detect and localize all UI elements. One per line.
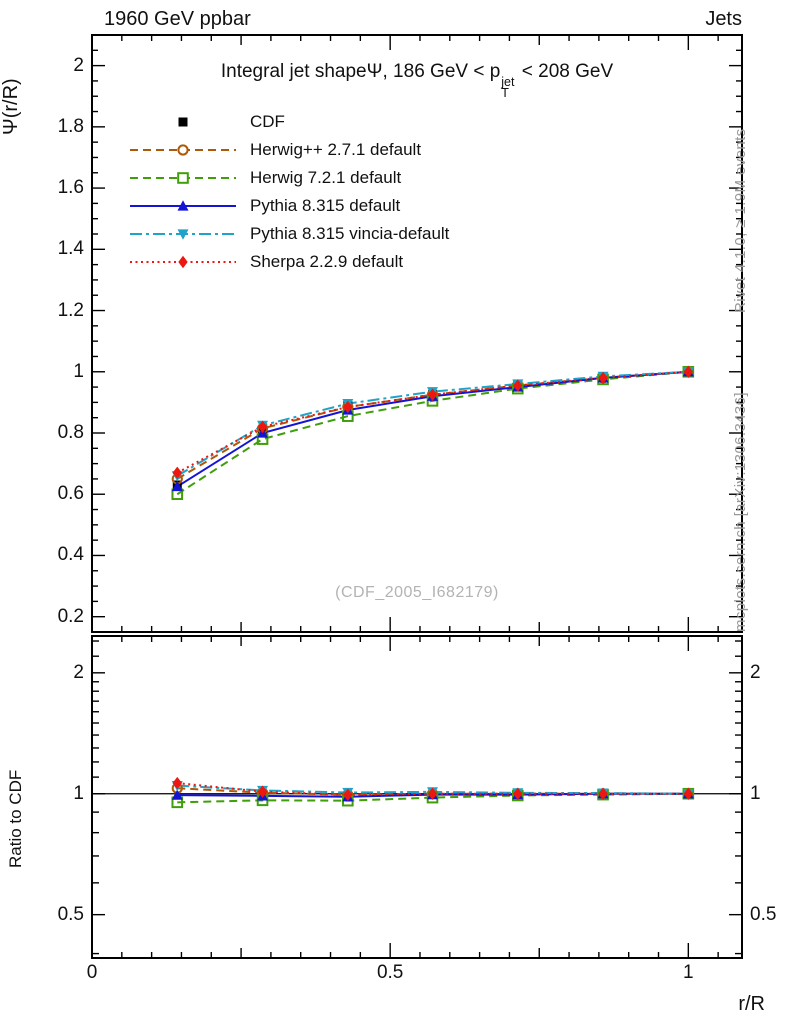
title-text: Integral jet shape [220,61,367,82]
legend-label: Herwig++ 2.7.1 default [250,140,422,159]
legend-item: Sherpa 2.2.9 default [128,248,449,276]
pt-sub: T [501,85,509,100]
legend: CDF Herwig++ 2.7.1 default Herwig 7.2.1 de… [128,108,449,276]
ratio-y-tick-label: 2 [73,661,84,683]
x-axis-label: r/R [738,993,765,1015]
ratio-y-tick-label: 1 [73,782,84,804]
title-cut-upper: < 208 GeV [516,61,614,82]
legend-item: Herwig++ 2.7.1 default [128,136,449,164]
pt-sup: jet [501,75,515,89]
legend-item: Pythia 8.315 default [128,192,449,220]
legend-item: CDF [128,108,449,136]
main-y-tick-label: 2 [73,54,84,76]
main-y-tick-label: 0.6 [57,483,84,505]
psi-symbol: Ψ [366,61,383,82]
legend-marker-sample [130,200,236,211]
pt-jet-superscript: jet T [501,75,515,100]
legend-marker-sample [178,117,188,127]
ratio-y-tick-label: 0.5 [57,903,84,925]
main-y-tick-label: 1.4 [57,238,84,260]
title-cut-lower: , 186 GeV < p [382,61,501,82]
x-tick-label: 0 [86,962,98,983]
legend-marker-sample [130,229,236,240]
main-y-tick-label: 0.8 [57,422,84,443]
legend-label: Pythia 8.315 default [250,196,401,215]
beam-energy-label: 1960 GeV ppbar [104,8,251,30]
main-y-tick-label: 1.6 [57,177,84,199]
analysis-id-watermark: (CDF_2005_I682179) [335,584,499,601]
x-tick-label: 0.5 [376,962,404,983]
legend-label: Pythia 8.315 vincia-default [250,224,450,243]
main-y-tick-label: 0.4 [57,544,84,566]
main-y-tick-label: 1.2 [57,299,84,321]
legend-marker-sample [130,144,236,156]
main-y-tick-label: 1.8 [57,115,84,137]
plot-title: Integral jet shapeΨ, 186 GeV < p jet T < 2… [92,61,742,98]
legend-marker-sample [130,255,236,269]
x-tick-label: 1 [683,962,694,983]
mcplots-reference-note: mcplots.cern.ch [arXiv:1306.3436] [732,392,749,632]
legend-label: CDF [250,112,285,131]
ratio-y-tick-label-right: 0.5 [750,903,777,925]
ratio-y-tick-label-right: 2 [750,661,761,683]
main-y-tick-label: 0.2 [57,605,84,627]
analysis-category-label: Jets [705,8,742,30]
legend-item: Herwig 7.2.1 default [128,164,449,192]
legend-marker-sample [130,172,236,184]
ratio-y-tick-label-right: 1 [750,782,761,804]
rivet-version-note: Rivet 4.1.0, ≥ 1.9M events [732,128,749,313]
legend-item: Pythia 8.315 vincia-default [128,220,449,248]
legend-label: Herwig 7.2.1 default [250,168,402,187]
legend-label: Sherpa 2.2.9 default [250,252,404,271]
main-y-tick-label: 1 [73,360,84,382]
